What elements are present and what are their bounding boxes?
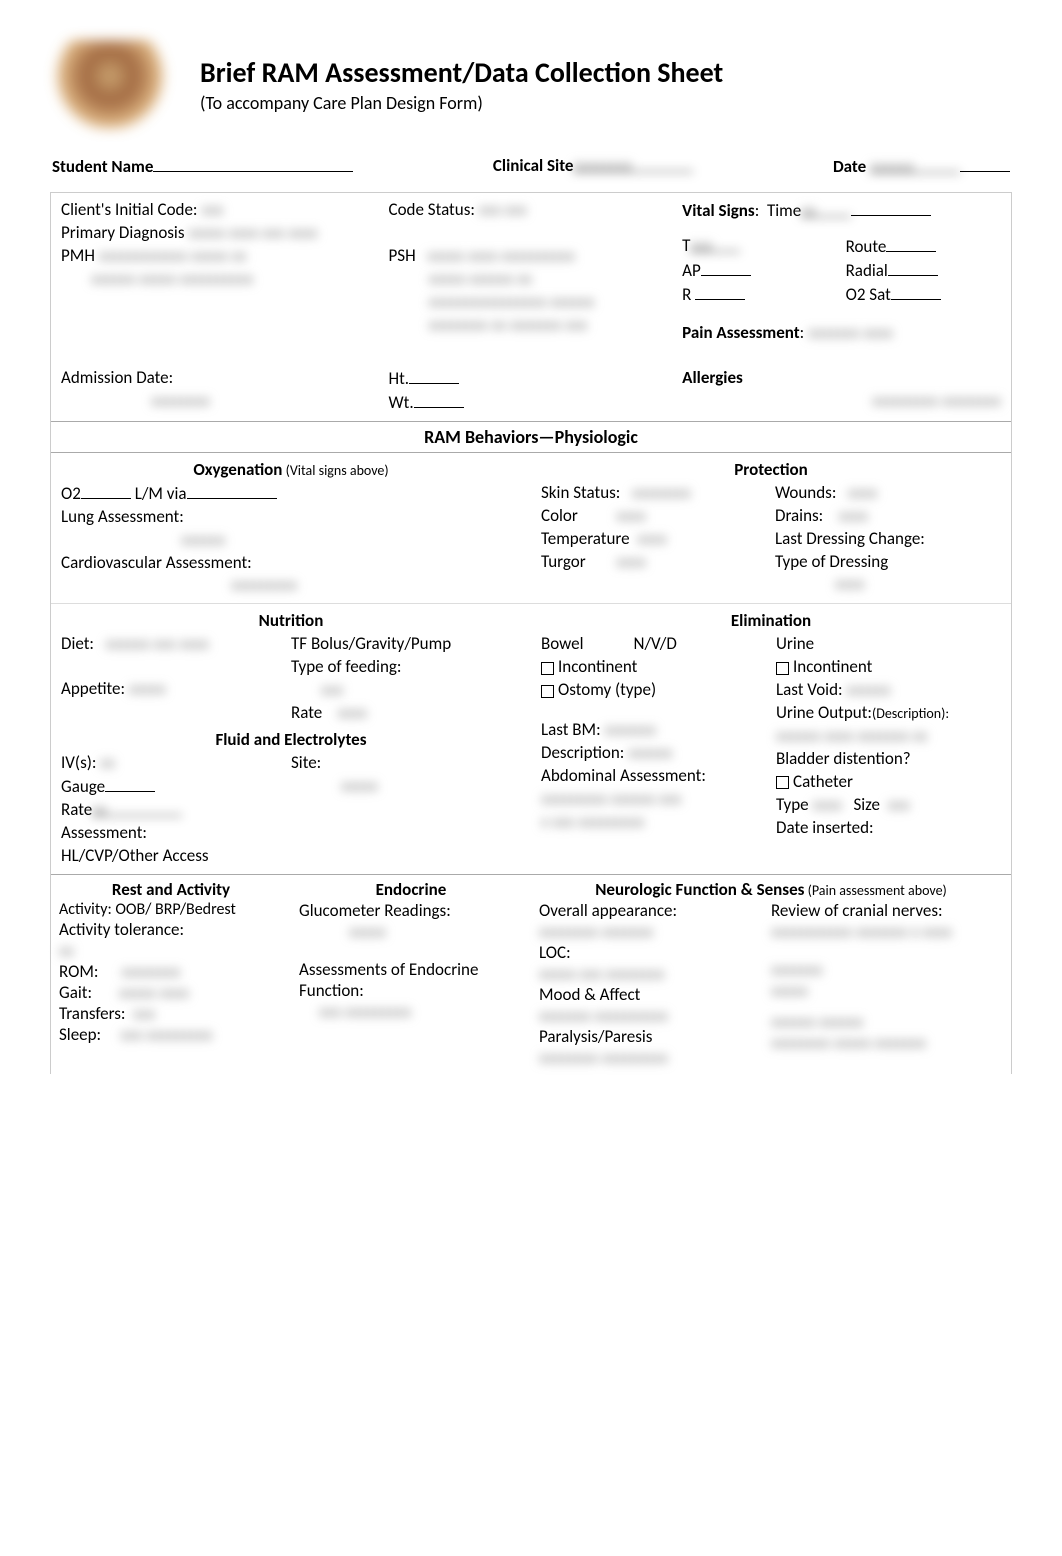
bottom-sections: Rest and Activity Activity: OOB/ BRP/Bed… bbox=[51, 874, 1011, 1074]
cell-vitals: Vital Signs: Timexx Txxx Route AP Radial… bbox=[672, 193, 1011, 351]
page-subtitle: (To accompany Care Plan Design Form) bbox=[200, 92, 1012, 114]
oxy-protection-row: Oxygenation (Vital signs above) O2 L/M v… bbox=[51, 453, 1011, 604]
assessment-form: Client's Initial Code: xxx Primary Diagn… bbox=[50, 192, 1012, 1074]
cell-oxygenation: Oxygenation (Vital signs above) O2 L/M v… bbox=[51, 453, 531, 604]
student-name-label: Student Name bbox=[52, 155, 353, 177]
cell-client-code: Client's Initial Code: xxx Primary Diagn… bbox=[51, 193, 379, 351]
title-block: Brief RAM Assessment/Data Collection She… bbox=[200, 40, 1012, 114]
date-label: Date xxxxxx bbox=[833, 155, 1010, 177]
physio-header: RAM Behaviors—Physiologic bbox=[51, 421, 1011, 453]
incontinent-bowel-checkbox[interactable] bbox=[541, 662, 554, 675]
cell-code-status: Code Status: xxx xxx PSH xxxxx xxxx xxxx… bbox=[379, 193, 673, 351]
clinical-site-label: Clinical Sitexxxxxxxx bbox=[493, 155, 694, 177]
incontinent-urine-checkbox[interactable] bbox=[776, 662, 789, 675]
page-header: Brief RAM Assessment/Data Collection She… bbox=[50, 40, 1012, 130]
ostomy-checkbox[interactable] bbox=[541, 685, 554, 698]
catheter-checkbox[interactable] bbox=[776, 776, 789, 789]
cell-htwt: Ht. Wt. bbox=[379, 361, 673, 421]
institution-logo bbox=[50, 40, 170, 130]
student-info-row: Student Name Clinical Sitexxxxxxxx Date … bbox=[50, 155, 1012, 177]
cell-endocrine: Endocrine Glucometer Readings: xxxxx Ass… bbox=[291, 875, 531, 1074]
demographics-row: Client's Initial Code: xxx Primary Diagn… bbox=[51, 193, 1011, 351]
admission-row: Admission Date: xxxxxxxx Ht. Wt. Allergi… bbox=[51, 361, 1011, 421]
cell-rest-activity: Rest and Activity Activity: OOB/ BRP/Bed… bbox=[51, 875, 291, 1074]
page-title: Brief RAM Assessment/Data Collection She… bbox=[200, 55, 1012, 90]
cell-protection: Protection Skin Status: xxxxxxxx Color x… bbox=[531, 453, 1011, 604]
cell-elimination: Elimination Bowel N/V/D Incontinent Osto… bbox=[531, 604, 1011, 873]
cell-nutrition: Nutrition Diet: xxxxxx xxx xxxx Appetite… bbox=[51, 604, 531, 873]
cell-admission: Admission Date: xxxxxxxx bbox=[51, 361, 379, 421]
nutrition-elimination-row: Nutrition Diet: xxxxxx xxx xxxx Appetite… bbox=[51, 603, 1011, 873]
cell-allergies: Allergies xxxxxxxxx xxxxxxxx bbox=[672, 361, 1011, 421]
cell-neuro-left: Neurologic Function & Senses (Pain asses… bbox=[531, 875, 1011, 1074]
